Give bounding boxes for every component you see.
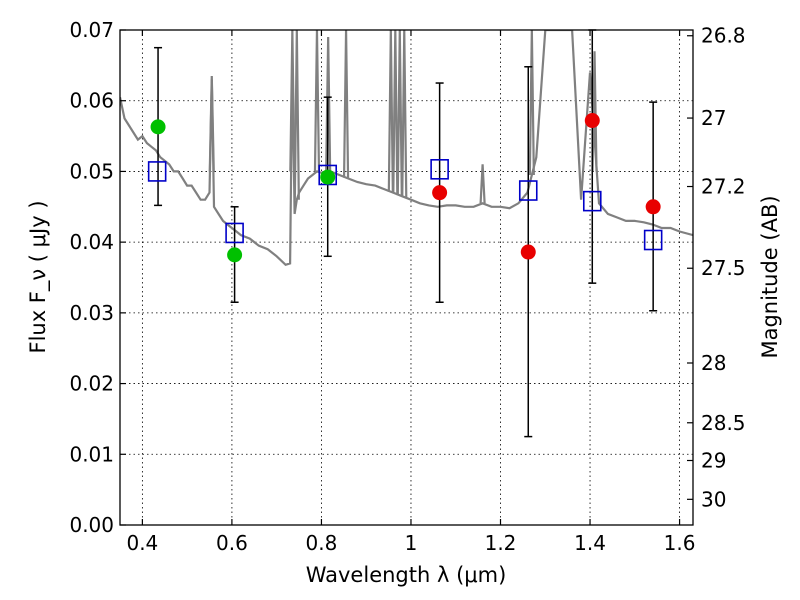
y-tick-label: 0.01 (69, 442, 114, 466)
observed-nir-point (520, 244, 536, 260)
observed-optical-point (320, 169, 336, 185)
emission-line-spike (392, 30, 399, 194)
observed-optical-point (227, 247, 243, 263)
model-photometry-square (225, 222, 244, 244)
emission-line-spike (387, 30, 394, 192)
y-tick-label: 0.02 (69, 372, 114, 396)
right-y-axis-label: Magnitude (AB) (758, 195, 782, 358)
x-tick-labels: 0.4 0.6 0.8 1 1.2 1.4 1.6 (126, 531, 695, 555)
model-photometry-square (518, 180, 538, 201)
model-photometry-square (643, 229, 663, 251)
right-tick-label: 30 (701, 487, 726, 511)
emission-line-spike (396, 30, 403, 196)
x-tick-label: 1 (405, 531, 418, 555)
right-tick-label: 27.5 (701, 256, 746, 280)
emission-line-spike (591, 51, 598, 172)
right-tick-label: 27.2 (701, 175, 746, 199)
model-photometry-square (430, 159, 449, 180)
model-photometry-square (582, 190, 602, 212)
y-tick-label: 0.07 (69, 18, 114, 42)
x-tick-label: 0.6 (216, 531, 248, 555)
emission-line-spike (293, 30, 300, 200)
emission-line-spike (208, 75, 215, 172)
x-tick-label: 0.8 (306, 531, 338, 555)
observed-nir-point (584, 113, 600, 129)
model-emission-lines (208, 30, 598, 204)
observed-photometry-points (150, 113, 661, 263)
y-tick-label: 0.06 (69, 89, 114, 113)
right-magnitude-tick-labels: 26.8 27 27.2 27.5 28 28.5 29 30 (701, 24, 746, 512)
emission-line-spike (479, 164, 486, 204)
emission-line-spike (289, 30, 296, 172)
right-tick-label: 27 (701, 106, 726, 130)
x-tick-label: 1.2 (485, 531, 517, 555)
model-photometry-square (147, 161, 167, 182)
x-tick-label: 1.6 (664, 531, 696, 555)
emission-line-spike (528, 30, 535, 175)
observed-nir-point (645, 199, 661, 215)
emission-line-spike (401, 30, 408, 198)
right-tick-label: 28 (701, 351, 726, 375)
gridlines (120, 29, 693, 526)
plot-frame (119, 29, 694, 526)
emission-line-spike (325, 37, 332, 172)
y-tick-label: 0.04 (69, 230, 114, 254)
model-photometry-squares (147, 159, 663, 251)
y-axis-label: Flux F_ν ( μJy ) (26, 200, 51, 353)
x-tick-label: 1.4 (574, 531, 606, 555)
y-tick-labels: 0.00 0.01 0.02 0.03 0.04 0.05 0.06 0.07 (69, 18, 114, 537)
right-tick-label: 26.8 (701, 24, 746, 48)
x-tick-label: 0.4 (126, 531, 158, 555)
right-tick-label: 28.5 (701, 411, 746, 435)
y-tick-label: 0.05 (69, 159, 114, 183)
y-tick-label: 0.00 (69, 513, 114, 537)
right-tick-label: 29 (701, 449, 726, 473)
y-tick-label: 0.03 (69, 301, 114, 325)
x-axis-label: Wavelength λ (μm) (306, 563, 507, 587)
observed-optical-point (150, 119, 166, 135)
emission-line-spike (342, 30, 350, 178)
axis-ticks (120, 29, 693, 526)
emission-line-spike (313, 30, 321, 172)
observed-nir-point (432, 185, 448, 201)
